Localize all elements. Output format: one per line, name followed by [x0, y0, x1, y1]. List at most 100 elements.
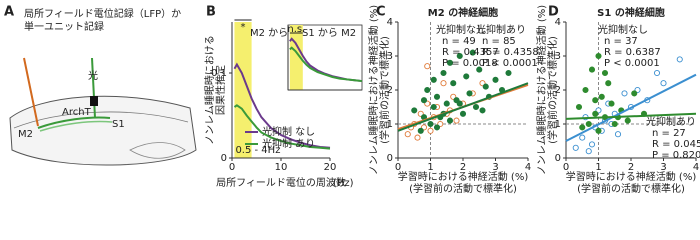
scatter-point	[585, 120, 592, 128]
y-tick-label: 2	[387, 85, 393, 96]
x-axis-label: (学習前の活動で標準化)	[409, 182, 517, 194]
archt-projection	[37, 116, 111, 129]
legend-stat: R = 0.6387	[604, 47, 661, 58]
scatter-point	[631, 90, 638, 97]
scatter-point	[459, 110, 467, 117]
brain-outline	[9, 95, 197, 166]
scatter-point	[450, 80, 457, 87]
scatter-point	[585, 148, 592, 155]
legend-label: 光抑制あり	[476, 23, 526, 36]
y-axis-label: (学習前の活動で標準化)	[378, 36, 391, 144]
scatter-point	[411, 107, 418, 114]
scatter-point	[579, 134, 586, 141]
y-tick-label: 3	[387, 51, 393, 62]
panel-label: B	[206, 5, 216, 20]
cortex-layer	[13, 111, 189, 129]
data-line	[289, 46, 363, 83]
y-tick-label: 0	[221, 153, 227, 164]
fit-line	[397, 82, 529, 132]
scatter-point	[595, 52, 602, 60]
x-axis-label: 学習時における神経活動 (%)	[566, 170, 697, 183]
legend-label: 光抑制なし	[598, 23, 648, 36]
scatter-point	[456, 52, 463, 60]
diagram-label: ArchT	[62, 107, 92, 118]
x-tick-label: 2	[460, 162, 466, 173]
legend-label: 光抑制 あり	[262, 137, 315, 150]
x-axis-unit: (Hz)	[333, 178, 354, 189]
scatter-point	[582, 86, 589, 94]
y-tick-label: 0	[387, 153, 393, 164]
scatter-point	[417, 127, 424, 134]
scatter-point	[575, 103, 583, 111]
panel-label: D	[548, 5, 559, 20]
diagram-label: 光	[88, 69, 98, 82]
scatter-point	[472, 103, 480, 111]
legend-stat: R = 0.4358	[482, 47, 539, 58]
legend-stat: n = 27	[652, 128, 686, 139]
legend-label: 光抑制あり	[646, 115, 696, 128]
scatter-point	[572, 144, 579, 151]
scatter-point	[611, 120, 618, 128]
scatter-point	[592, 110, 599, 117]
scatter-point	[595, 127, 602, 134]
fit-line	[565, 73, 697, 142]
scatter-point	[608, 100, 615, 107]
scatter-point	[479, 107, 486, 114]
y-tick-label: 1	[387, 119, 393, 130]
highlight-band	[234, 22, 252, 158]
x-tick-label: 10	[275, 162, 288, 173]
x-axis-label: 局所フィールド電位の周波数	[216, 176, 346, 189]
diagram-title: 局所フィールド電位記録（LFP）か	[24, 7, 181, 20]
y-tick-label: 0	[555, 153, 561, 164]
x-tick-label: 20	[324, 162, 337, 173]
band-label: 0.5 - 4Hz	[235, 145, 280, 156]
scatter-point	[453, 117, 460, 124]
scatter-point	[430, 76, 437, 83]
legend-stat: P < 0.0001	[604, 58, 660, 69]
scatter-point	[414, 134, 421, 141]
scatter-point	[427, 120, 434, 128]
legend-stat: R = 0.4357	[442, 47, 499, 58]
y-axis-label: (学習前の活動で標準化)	[546, 36, 559, 144]
significance-label: n.s.	[287, 24, 305, 35]
scatter-point	[492, 76, 499, 83]
scatter-point	[433, 124, 441, 131]
x-tick-label: 0	[395, 162, 401, 173]
scatter-point	[601, 69, 609, 77]
y-axis-label: ノンレム睡眠時における	[203, 35, 216, 145]
x-tick-label: 0	[563, 162, 569, 173]
scatter-point	[466, 90, 473, 97]
scatter-point	[476, 66, 483, 73]
scatter-point	[420, 97, 428, 104]
legend-stat: R = 0.0457	[652, 139, 700, 150]
scatter-point	[424, 63, 431, 70]
scatter-point	[621, 90, 628, 97]
legend-label: 光抑制 なし	[262, 125, 315, 138]
scatter-point	[440, 69, 447, 77]
scatter-point	[443, 100, 450, 107]
x-axis-label: (学習前の活動で標準化)	[577, 182, 685, 194]
panel-a-diagram	[9, 57, 197, 166]
y-tick-label: 0.1	[211, 68, 227, 79]
scatter-point	[614, 131, 622, 138]
diagram-title: 単一ユニット記録	[24, 20, 104, 33]
scatter-point	[605, 80, 612, 87]
scatter-point	[446, 59, 454, 66]
y-tick-label: 3	[555, 51, 561, 62]
legend-stat: P < 0.0001	[482, 58, 538, 69]
scatter-point	[624, 117, 631, 124]
panel-label: A	[4, 5, 14, 20]
scatter-point	[505, 69, 512, 77]
scatter-point	[469, 49, 476, 56]
y-axis-label: ノンレム睡眠時における神経活動 (%)	[367, 5, 380, 175]
legend-stat: n = 37	[604, 36, 638, 47]
legend-stat: n = 85	[482, 36, 516, 47]
x-tick-label: 2	[628, 162, 634, 173]
fiber-tip	[90, 96, 98, 106]
scatter-point	[433, 93, 441, 100]
scatter-point	[427, 127, 434, 134]
data-line	[233, 104, 331, 150]
y-tick-label: 2	[555, 85, 561, 96]
legend-stat: P = 0.0018	[442, 58, 498, 69]
